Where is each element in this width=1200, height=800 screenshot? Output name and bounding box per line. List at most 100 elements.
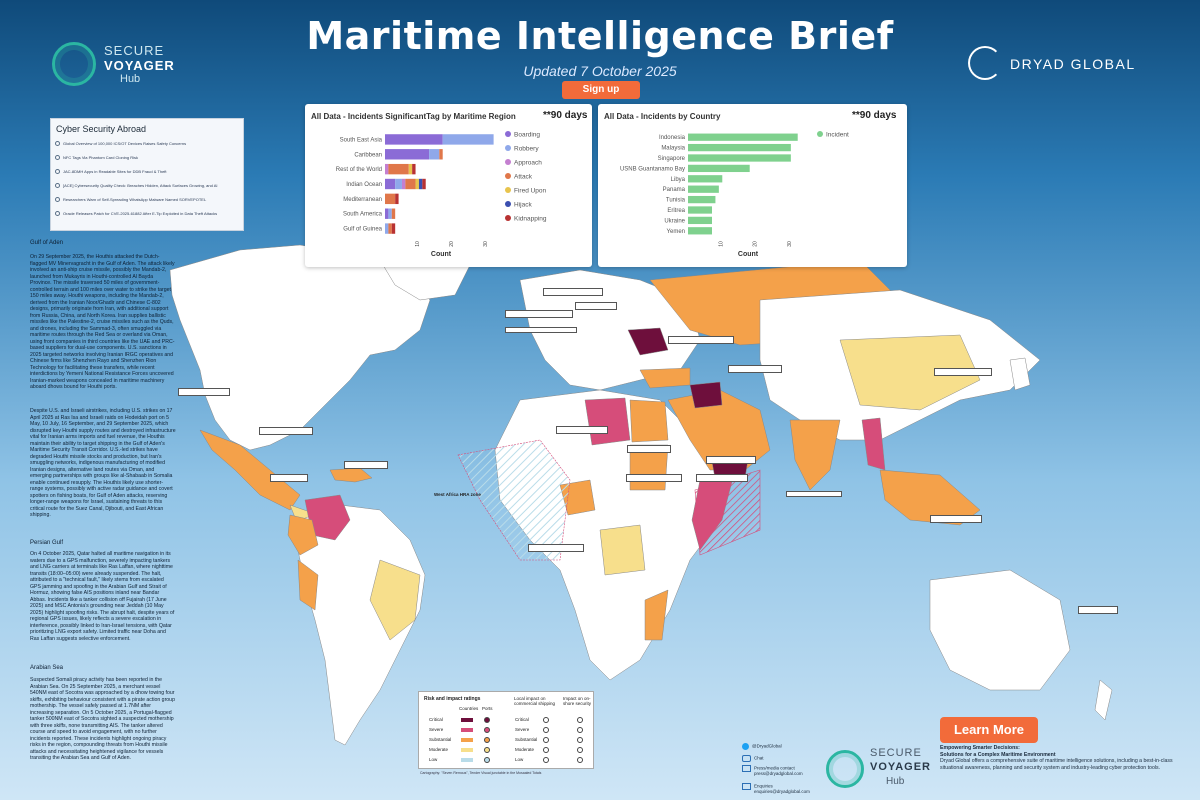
x-axis-label: Count [738, 251, 759, 258]
contact-twitter[interactable]: @DryadGlobal [742, 743, 822, 750]
cyber-box-title: Cyber Security Abroad [56, 124, 147, 134]
caribbean-islands [329, 467, 373, 483]
x-tick-label: 30 [483, 241, 489, 247]
bar-segment [395, 178, 402, 190]
secure-voyager-logo[interactable]: SECURE VOYAGER Hub [52, 40, 192, 88]
legend-col-countries: Countries [459, 706, 479, 711]
country-turkey [639, 367, 691, 389]
x-tick-label: 30 [787, 241, 793, 247]
category-label: Ukraine [664, 218, 685, 224]
west-africa-hra-zone [457, 439, 571, 561]
cyber-news-item[interactable]: NFC Tags Via Phantom Card Cloning Risk [55, 155, 239, 161]
map-callout[interactable] [344, 461, 388, 469]
legend-swatch-critical [461, 718, 473, 722]
bar-segment [688, 227, 712, 235]
map-callout[interactable] [178, 388, 230, 396]
map-callout[interactable] [259, 427, 313, 435]
legend-label: Attack [514, 174, 533, 181]
cyber-news-item[interactable]: Researchers Warn of Self-Spreading Whats… [55, 197, 239, 203]
category-label: Libya [671, 177, 686, 183]
bar-segment [688, 206, 712, 214]
legend-level: Severe [429, 727, 444, 732]
legend-level: Critical [429, 717, 443, 722]
bar-segment [412, 163, 416, 175]
onshore-severe-icon [577, 727, 583, 733]
bar-segment [688, 154, 791, 162]
bar-segment [688, 185, 719, 193]
legend-label: Kidnapping [514, 216, 547, 223]
cyber-news-item[interactable]: Oracle Releases Patch for CVE-2025-61882… [55, 211, 239, 217]
map-callout[interactable] [706, 456, 756, 464]
signup-button[interactable]: Sign up [562, 81, 640, 99]
contact-enquiries[interactable]: Enquiries [742, 783, 822, 790]
text-gulf-of-aden-1: On 29 September 2025, the Houthis attack… [30, 254, 175, 390]
map-callout[interactable] [626, 474, 682, 482]
country-myanmar [861, 417, 886, 471]
map-callout[interactable] [505, 327, 577, 333]
cyber-news-item[interactable]: Global Overview of 100,000 ICS/OT Device… [55, 141, 239, 147]
map-callout[interactable] [934, 368, 992, 376]
tagline-body: Dryad Global offers a comprehensive suit… [940, 758, 1173, 771]
legend-marker [505, 145, 511, 151]
cyber-news-item[interactable]: [ACE] Cybersecurity Quality Check: Breac… [55, 183, 239, 189]
legend-level: Low [515, 757, 524, 762]
bullet-icon [55, 169, 60, 175]
bar-segment [439, 149, 443, 160]
map-callout[interactable] [627, 445, 671, 453]
ship-critical-icon [543, 717, 549, 723]
map-callout[interactable] [575, 302, 617, 310]
legend-level: Severe [515, 727, 530, 732]
port-critical-icon [484, 717, 490, 723]
contact-press[interactable]: Press/media contact [742, 765, 822, 772]
contact-chat[interactable]: Chat [742, 755, 822, 762]
legend-level: Substantial [429, 737, 452, 742]
category-label: Malaysia [661, 146, 685, 152]
map-callout[interactable] [696, 474, 748, 482]
legend-level: Low [429, 757, 438, 762]
map-callout[interactable] [930, 515, 982, 523]
map-callout[interactable] [543, 288, 603, 296]
new-zealand [1094, 679, 1113, 721]
map-callout[interactable] [728, 365, 782, 373]
legend-level: Substantial [515, 737, 538, 742]
map-callout[interactable] [556, 426, 608, 434]
map-callout[interactable] [505, 310, 573, 318]
bar-segment [415, 178, 419, 190]
dryad-global-logo[interactable]: DRYAD GLOBAL [968, 46, 1158, 82]
learn-more-button[interactable]: Learn More [940, 717, 1038, 743]
port-moderate-icon [484, 747, 490, 753]
logo-text-hub: Hub [120, 73, 141, 85]
hra-zone-label: West Africa HRA zone [434, 492, 481, 497]
legend-swatch-substantial [461, 738, 473, 742]
map-callout[interactable] [1078, 606, 1118, 614]
legend-marker [505, 187, 511, 193]
logo-text-voyager: VOYAGER [870, 761, 932, 773]
onshore-moderate-icon [577, 747, 583, 753]
mail-icon [742, 765, 751, 772]
legend-marker [505, 131, 511, 137]
country-peru [297, 559, 319, 611]
map-callout[interactable] [786, 491, 842, 497]
risk-legend: Risk and impact ratings Countries Ports … [418, 691, 594, 769]
map-callout[interactable] [270, 474, 308, 482]
footer-tagline: Empowering Smarter Decisions: Solutions … [940, 745, 1184, 793]
bullet-icon [55, 197, 60, 203]
map-callout[interactable] [528, 544, 584, 552]
cyber-news-item[interactable]: JAC-8DMH Apps in Readable Sites for DDB … [55, 169, 239, 175]
category-label: Caribbean [354, 152, 382, 158]
contact-press-email[interactable]: press@dryadglobal.com [754, 771, 803, 776]
bar-segment [688, 216, 712, 225]
logo-text-secure: SECURE [870, 747, 922, 759]
bar-segment [385, 223, 389, 234]
category-label: Yemen [667, 229, 685, 235]
secure-voyager-logo-bottom[interactable]: SECURE VOYAGER Hub [826, 746, 936, 792]
onshore-substantial-icon [577, 737, 583, 743]
category-label: Singapore [658, 156, 686, 162]
chat-icon [742, 755, 751, 762]
bar-segment [422, 178, 426, 190]
bullet-icon [55, 211, 60, 217]
contact-enquiries-email[interactable]: enquiries@dryadglobal.com [754, 789, 810, 794]
landmass-australia [929, 569, 1071, 691]
bar-segment [388, 208, 392, 219]
map-callout[interactable] [668, 336, 734, 344]
